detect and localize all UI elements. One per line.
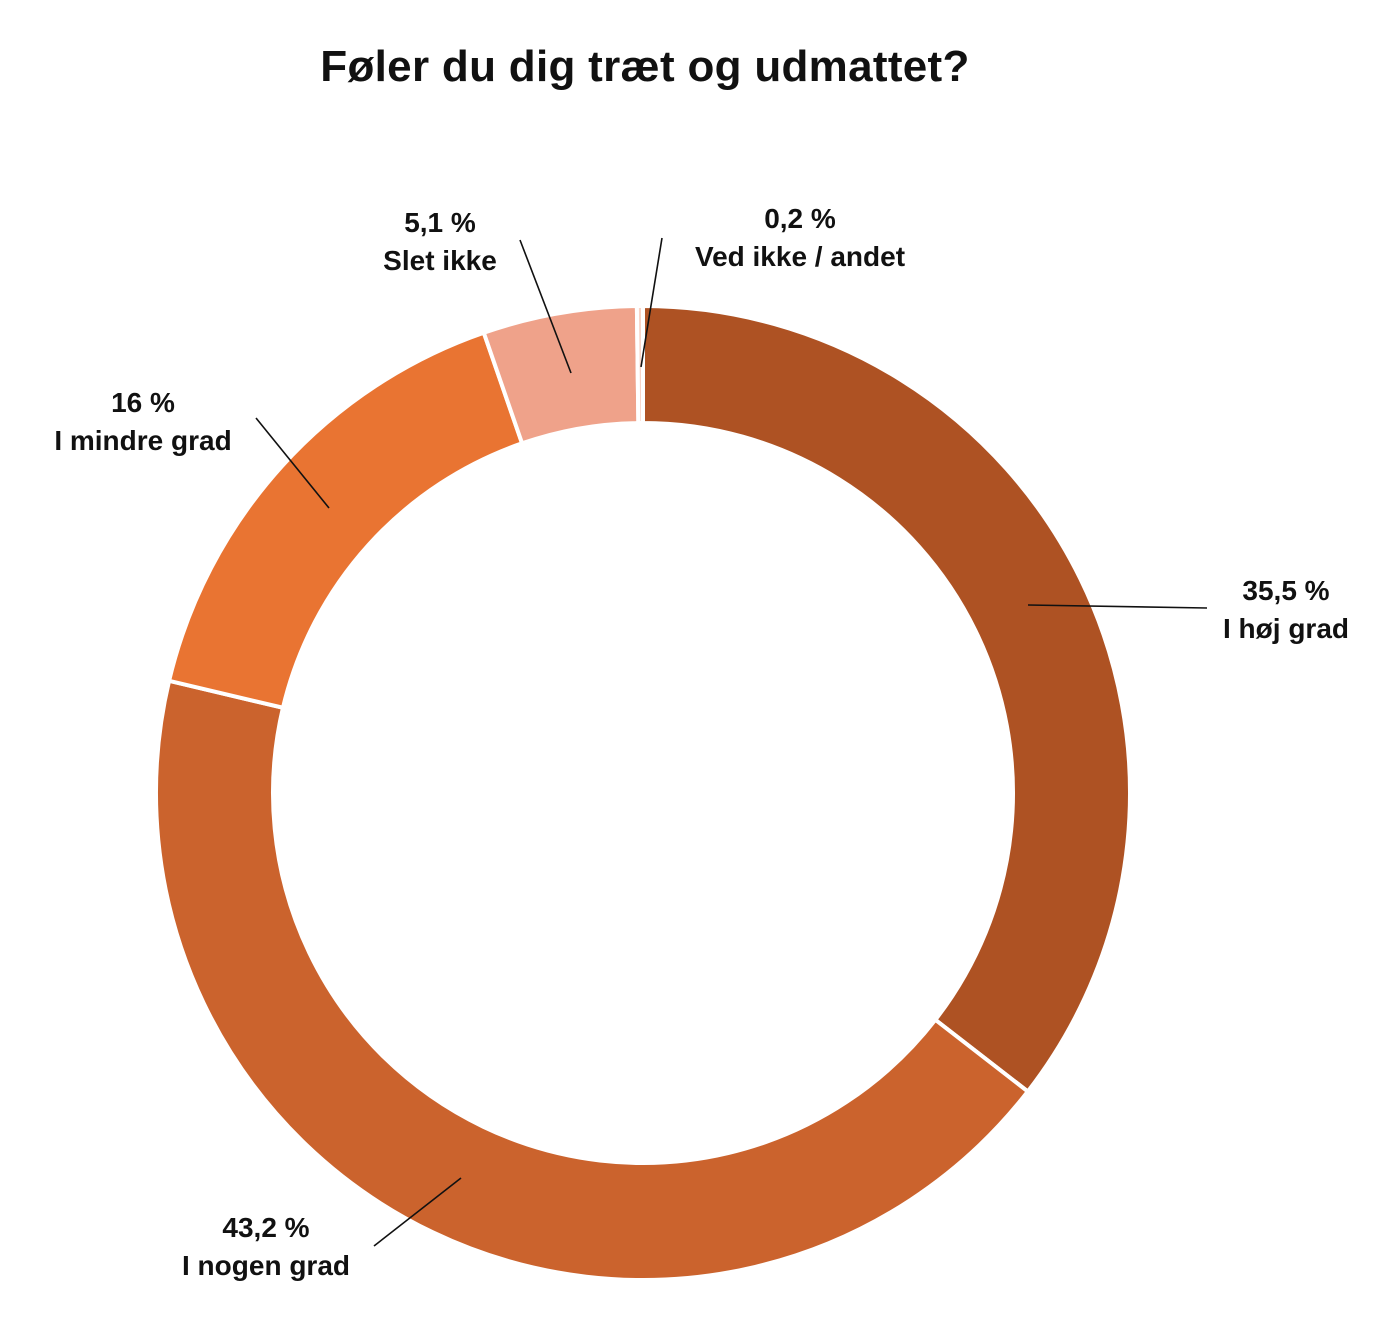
leader-lines-layer	[255, 237, 1208, 1247]
data-label-category: Slet ikke	[383, 245, 497, 276]
leader-line-slet-ikke	[519, 239, 572, 374]
leader-line-i-nogen-grad	[373, 1177, 462, 1247]
data-label-slet-ikke: 5,1 % Slet ikke	[383, 207, 497, 276]
data-label-category: I høj grad	[1223, 613, 1349, 644]
data-label-value: 0,2 %	[764, 203, 836, 234]
data-label-value: 16 %	[111, 387, 175, 418]
slice-i-hoj-grad	[641, 303, 1132, 1095]
chart-title: Føler du dig træt og udmattet?	[320, 42, 970, 91]
data-label-value: 5,1 %	[404, 207, 476, 238]
data-labels-layer: 35,5 % I høj grad 43,2 % I nogen grad 16 % I …	[54, 203, 1349, 1281]
data-label-i-mindre-grad: 16 % I mindre grad	[54, 387, 231, 456]
slice-i-mindre-grad	[166, 330, 525, 711]
data-label-value: 35,5 %	[1242, 575, 1329, 606]
data-label-ved-ikke-andet: 0,2 % Ved ikke / andet	[695, 203, 905, 272]
slice-i-nogen-grad	[154, 678, 1031, 1283]
data-label-category: I mindre grad	[54, 425, 231, 456]
data-label-category: I nogen grad	[182, 1250, 350, 1281]
leader-line-ved-ikke-andet	[640, 237, 663, 368]
slices-layer	[154, 303, 1132, 1283]
data-label-category: Ved ikke / andet	[695, 241, 905, 272]
slice-ved-ikke-andet	[634, 303, 645, 426]
leader-line-i-mindre-grad	[255, 417, 330, 509]
leader-line-i-hoj-grad	[1027, 604, 1208, 609]
data-label-i-nogen-grad: 43,2 % I nogen grad	[182, 1212, 350, 1281]
data-label-value: 43,2 %	[222, 1212, 309, 1243]
data-label-i-hoj-grad: 35,5 % I høj grad	[1223, 575, 1349, 644]
